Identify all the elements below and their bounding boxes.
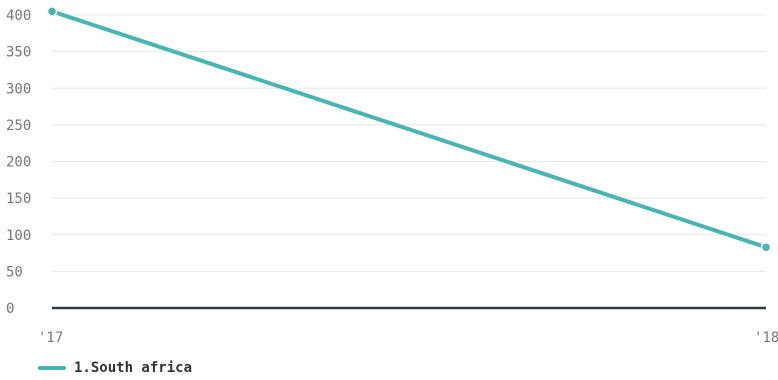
legend-swatch-south-africa [38, 366, 66, 370]
data-point-0-0[interactable] [46, 6, 58, 17]
legend: 1.South africa [38, 360, 192, 376]
data-point-0-1[interactable] [760, 241, 772, 253]
y-tick-label-50: 50 [6, 264, 23, 280]
series-line-0 [50, 9, 768, 250]
y-tick-label-150: 150 [6, 191, 31, 207]
label-layer: 0 50 100 150 200 250 300 350 400 '17 '18 [6, 8, 778, 346]
x-tick-label-1: '18 [754, 330, 778, 346]
y-tick-label-400: 400 [6, 8, 31, 24]
legend-label-south-africa: 1.South africa [74, 360, 193, 376]
x-tick-label-0: '17 [38, 330, 63, 346]
y-tick-label-250: 250 [6, 118, 31, 134]
y-tick-label-200: 200 [6, 155, 31, 171]
y-tick-label-300: 300 [6, 81, 31, 97]
grid-layer [52, 14, 766, 272]
series-layer [46, 6, 772, 253]
y-tick-label-0: 0 [6, 301, 14, 317]
y-tick-label-100: 100 [6, 228, 31, 244]
y-tick-label-350: 350 [6, 45, 31, 61]
